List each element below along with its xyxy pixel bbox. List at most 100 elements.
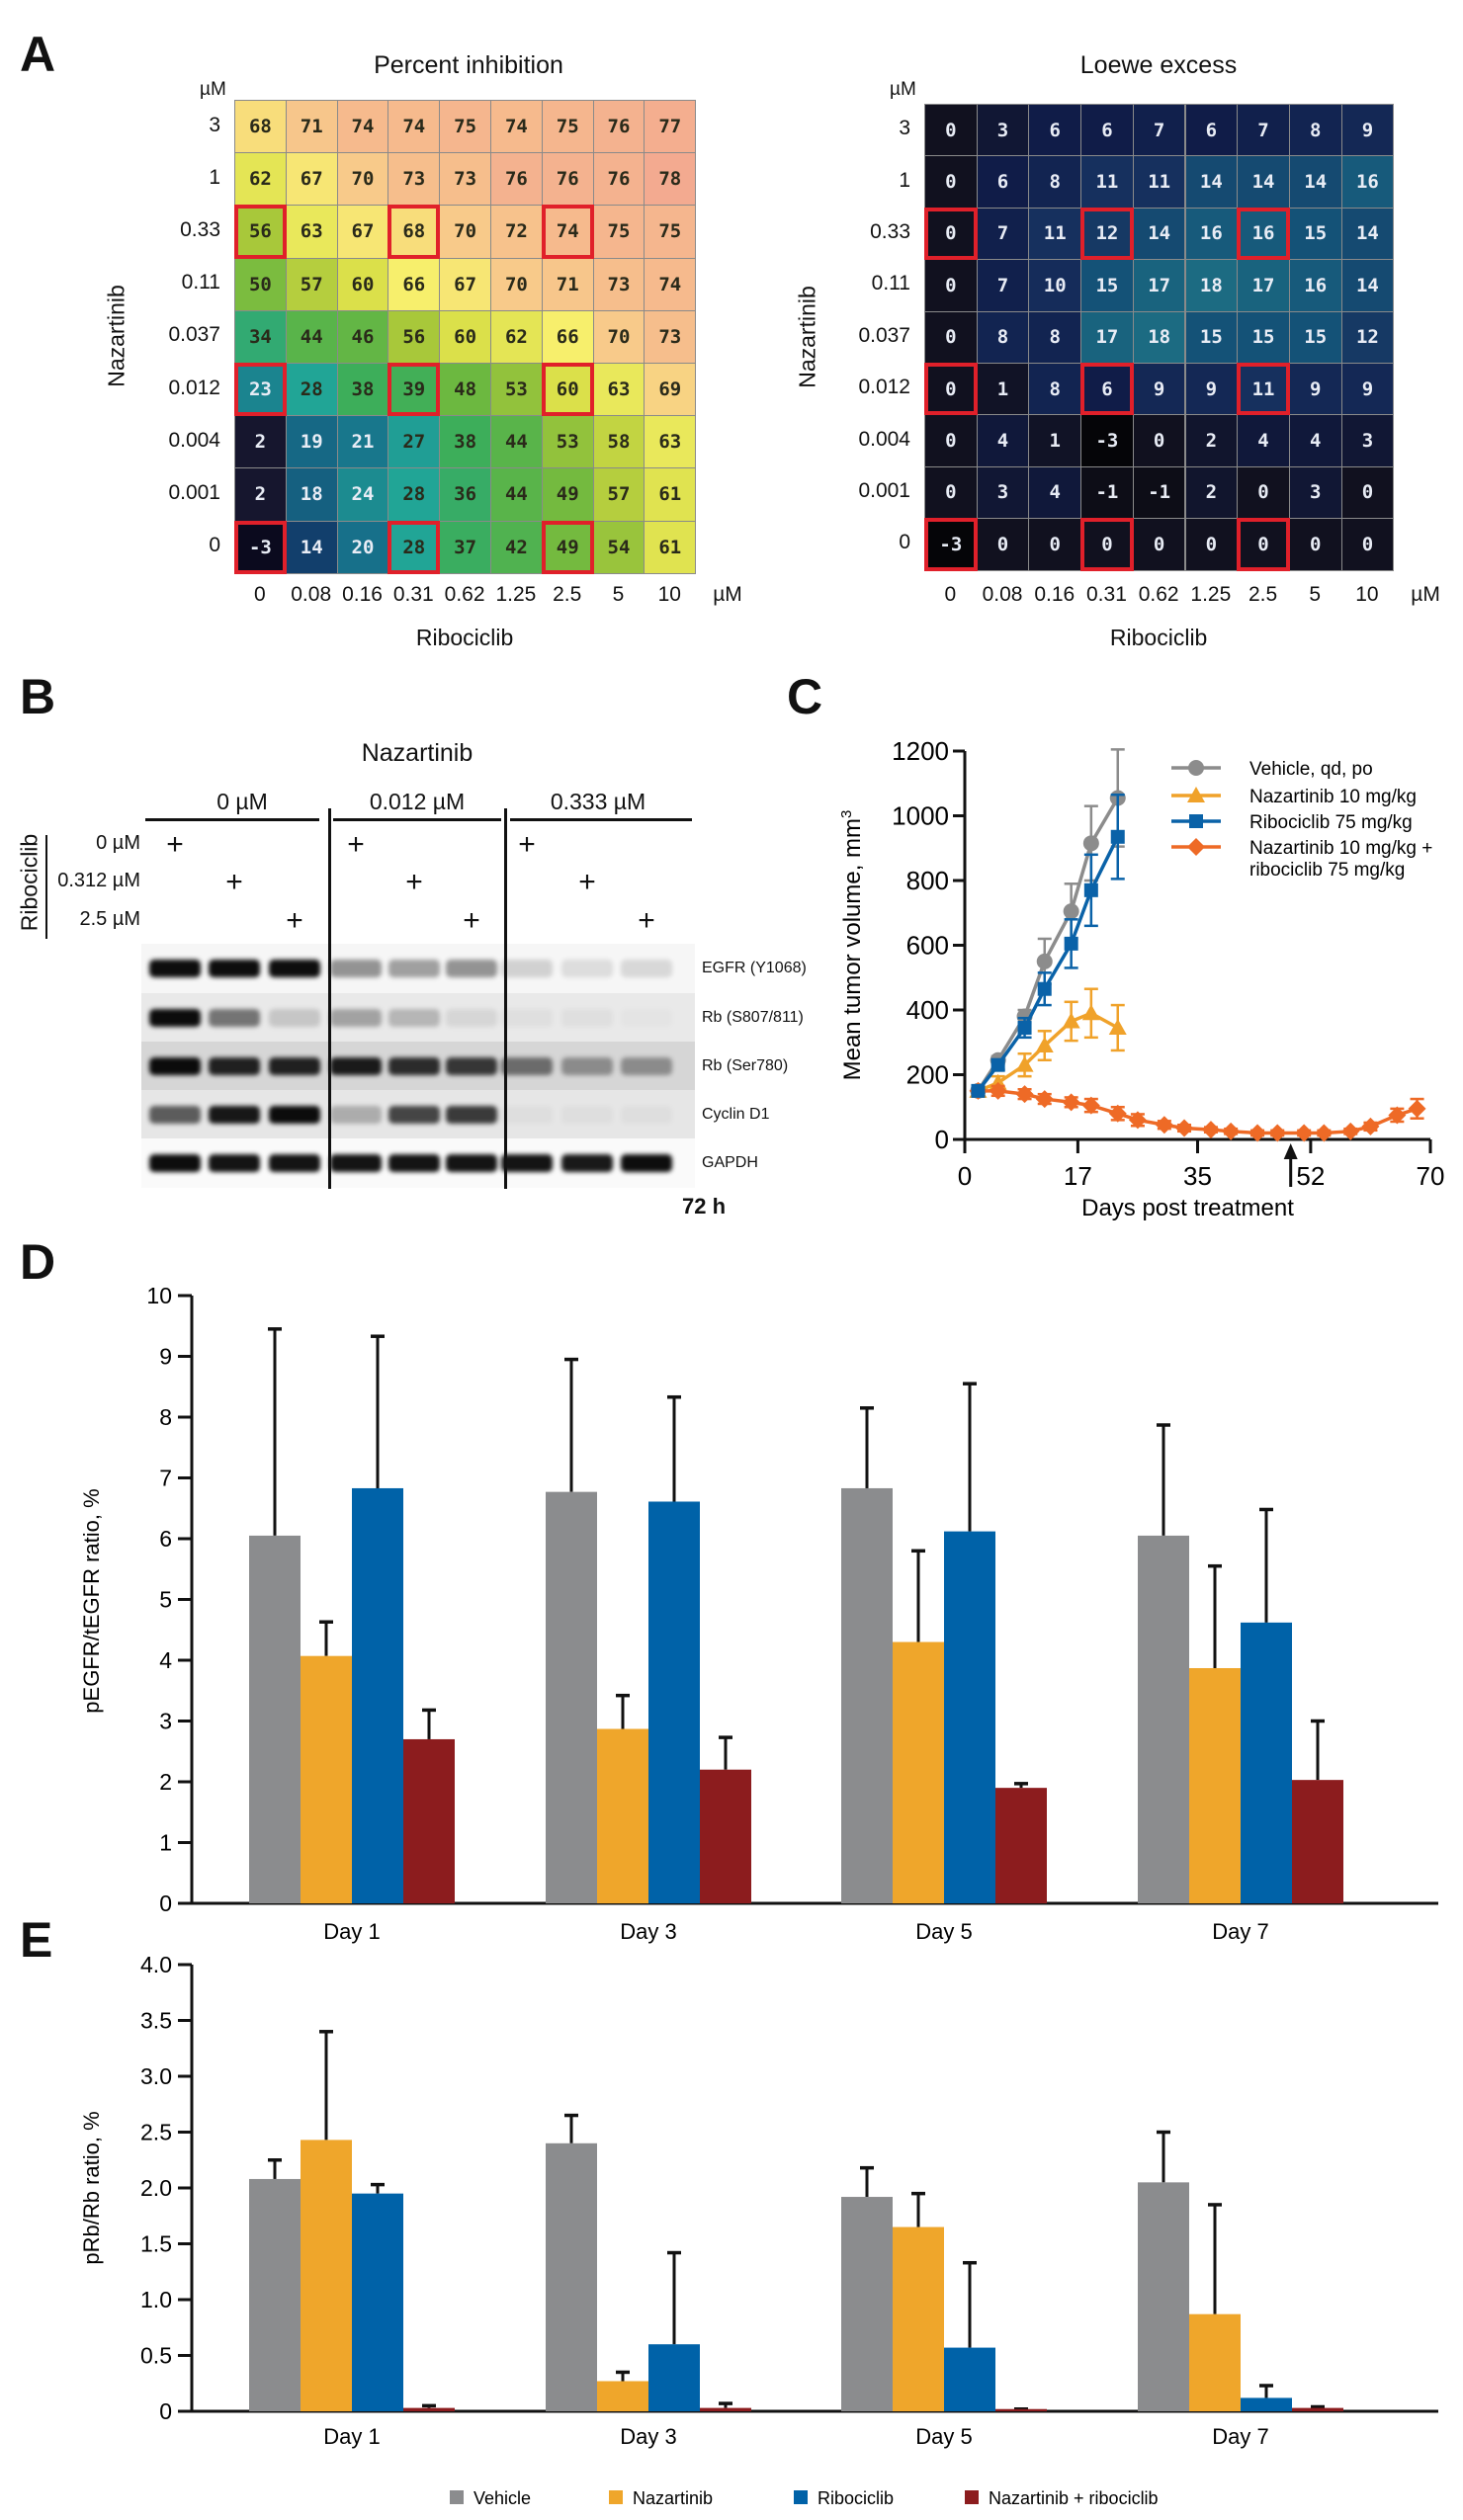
data-point (1201, 1121, 1220, 1139)
ribociclib-dose: 0 µM (96, 832, 140, 854)
y-tick-label: 7 (159, 1466, 172, 1491)
heatmap-cell: 11 (1028, 207, 1082, 261)
blot-group-label: 0.012 µM (369, 789, 466, 814)
y-axis-title: pRb/Rb ratio, % (79, 2111, 104, 2264)
bar (352, 2193, 403, 2411)
blot-row-label: GAPDH (702, 1154, 758, 1171)
protein-band (561, 1154, 613, 1172)
protein-band (209, 960, 260, 977)
y-tick-label: 0 (159, 1890, 172, 1916)
y-tick-label: 200 (906, 1060, 949, 1090)
heatmap-cell: -3 (234, 520, 287, 574)
y-axis-title: pEGFR/tEGFR ratio, % (79, 1488, 104, 1713)
ribociclib-dose: 0.312 µM (57, 870, 140, 891)
y-tick-label: 0.012 (858, 376, 910, 399)
protein-band (269, 960, 320, 977)
y-tick-label: 9 (159, 1344, 172, 1370)
heatmap-cell: 6 (1028, 104, 1082, 157)
y-tick-label: 0.33 (870, 220, 910, 243)
data-point (1082, 835, 1099, 852)
x-axis-title: Ribociclib (415, 625, 514, 650)
data-point (1361, 1117, 1380, 1135)
heatmap-cell: 63 (644, 415, 697, 469)
heatmap-cell: 17 (1080, 310, 1134, 364)
bar (1241, 1622, 1292, 1903)
y-tick-label: 8 (159, 1404, 172, 1430)
heatmap-cell: 0 (1340, 518, 1395, 571)
heatmap-cell: 2 (234, 467, 287, 522)
y-tick-label: 1200 (892, 736, 949, 766)
x-tick-label: 0.16 (1034, 583, 1076, 606)
heatmap-cell: 9 (1340, 104, 1395, 157)
heatmap-cell: 12 (1080, 207, 1134, 261)
legend-label: Ribociclib 75 mg/kg (1249, 812, 1413, 833)
heatmap-cell: 8 (1028, 155, 1082, 209)
protein-band (446, 1008, 497, 1027)
panel-label-d: D (20, 1234, 56, 1290)
heatmap-cell: 61 (644, 467, 697, 522)
data-point (1175, 1119, 1194, 1137)
heatmap-cell: 73 (644, 309, 697, 364)
data-point (1110, 829, 1125, 844)
ribociclib-bracket (45, 835, 47, 939)
x-tick-label: 10 (1355, 583, 1379, 606)
heatmap-cell: 8 (1028, 363, 1082, 416)
y-tick-label: 1 (899, 168, 910, 192)
treatment-stop-arrow-icon (1283, 1143, 1298, 1159)
data-point (1341, 1122, 1360, 1140)
heatmap-cell: 15 (1184, 310, 1239, 364)
heatmap-cell: 77 (644, 100, 697, 154)
category-label: Day 3 (620, 1919, 676, 1944)
plus-sign: + (518, 828, 536, 861)
heatmap-cell: 39 (387, 363, 441, 417)
heatmap-cell: 14 (285, 520, 338, 574)
heatmap-cell: 78 (644, 152, 697, 207)
data-point (1108, 1019, 1127, 1036)
heatmap-cell: 9 (1288, 363, 1342, 416)
protein-band (561, 1008, 613, 1027)
plus-sign: + (463, 904, 480, 937)
protein-band (446, 1105, 497, 1124)
protein-band (561, 1056, 613, 1075)
heatmap-cell: 0 (924, 465, 978, 520)
heatmap-cell: 42 (490, 520, 543, 574)
protein-band (269, 1008, 320, 1027)
heatmap-cell: 56 (387, 309, 441, 364)
lane-separator (504, 808, 507, 1189)
y-tick-label: 2.5 (140, 2120, 172, 2145)
heatmap-cell: 4 (1028, 465, 1082, 520)
protein-band (269, 1154, 320, 1172)
heatmap-cell: 10 (1028, 259, 1082, 312)
heatmap-cell: 60 (336, 257, 389, 311)
y-tick-label: 1 (209, 165, 220, 189)
y-tick-label: 4 (159, 1647, 172, 1673)
plus-sign: + (347, 828, 365, 861)
heatmap-cell: 76 (490, 152, 543, 207)
bar (893, 1641, 944, 1903)
heatmap-cell: 38 (439, 415, 491, 469)
blot-row (141, 993, 695, 1042)
protein-band (149, 1154, 201, 1172)
x-tick-label: 2.5 (1248, 583, 1278, 606)
heatmap-cell: 6 (976, 155, 1030, 209)
y-tick-label: 0.004 (858, 427, 910, 451)
bar (841, 1487, 893, 1903)
x-tick-label: 0.31 (392, 583, 434, 606)
heatmap-cell: 54 (592, 520, 645, 574)
bar (352, 1487, 403, 1903)
heatmap-cell: 67 (285, 152, 338, 207)
category-label: Day 5 (915, 1919, 972, 1944)
y-tick-label: 0 (899, 531, 910, 554)
heatmap-cell: 58 (592, 415, 645, 469)
data-point (1064, 936, 1078, 951)
heatmap-cell: 70 (336, 152, 389, 207)
legend-label: Nazartinib 10 mg/kg (1249, 787, 1417, 807)
y-tick-label: 1 (159, 1830, 172, 1856)
heatmap-cell: 16 (1288, 259, 1342, 312)
x-axis-title: Days post treatment (1081, 1195, 1294, 1221)
y-tick-label: 0 (159, 2398, 172, 2424)
x-unit-label: µM (1411, 583, 1440, 606)
data-point (1268, 1124, 1287, 1142)
heatmap-cell: 11 (1237, 363, 1290, 416)
y-tick-label: 0.11 (871, 272, 910, 295)
